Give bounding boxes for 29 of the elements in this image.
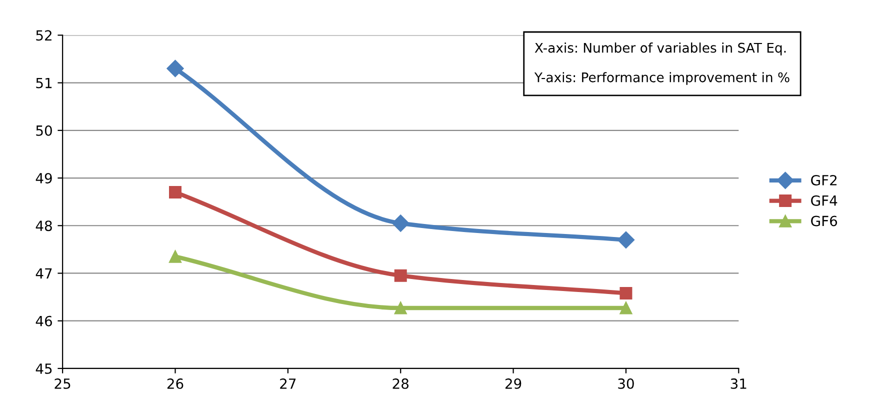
x-tick-label: 31 (730, 378, 746, 389)
y-tick-label: 52 (36, 30, 52, 41)
x-tick-label: 29 (505, 378, 522, 389)
y-tick-label: 45 (36, 364, 52, 374)
point (169, 186, 182, 199)
point (394, 269, 407, 282)
y-tick-label: 50 (36, 125, 52, 136)
point (392, 214, 410, 232)
y-tick-label: 47 (36, 268, 52, 279)
point (620, 286, 632, 300)
legend-label: GF4 (811, 195, 838, 206)
point (394, 302, 407, 314)
y-tick-label: 49 (36, 172, 52, 184)
annotation: X-axis: Number of variables in SAT Eq. (534, 42, 786, 56)
legend-label: GF6 (811, 216, 838, 226)
x-tick-label: 27 (280, 378, 296, 389)
x-tick-label: 25 (54, 378, 70, 389)
x-tick-label: 28 (392, 378, 408, 389)
point (166, 60, 184, 78)
point (169, 250, 182, 263)
annotation: Y-axis: Performance improvement in % (534, 72, 790, 85)
point (617, 231, 635, 248)
y-tick-label: 48 (36, 220, 52, 232)
y-tick-label: 46 (36, 316, 52, 326)
legend-label: GF2 (811, 174, 837, 186)
point (620, 302, 632, 314)
x-tick-label: 26 (167, 378, 184, 389)
y-tick-label: 51 (36, 78, 52, 88)
x-tick-label: 30 (618, 378, 634, 389)
